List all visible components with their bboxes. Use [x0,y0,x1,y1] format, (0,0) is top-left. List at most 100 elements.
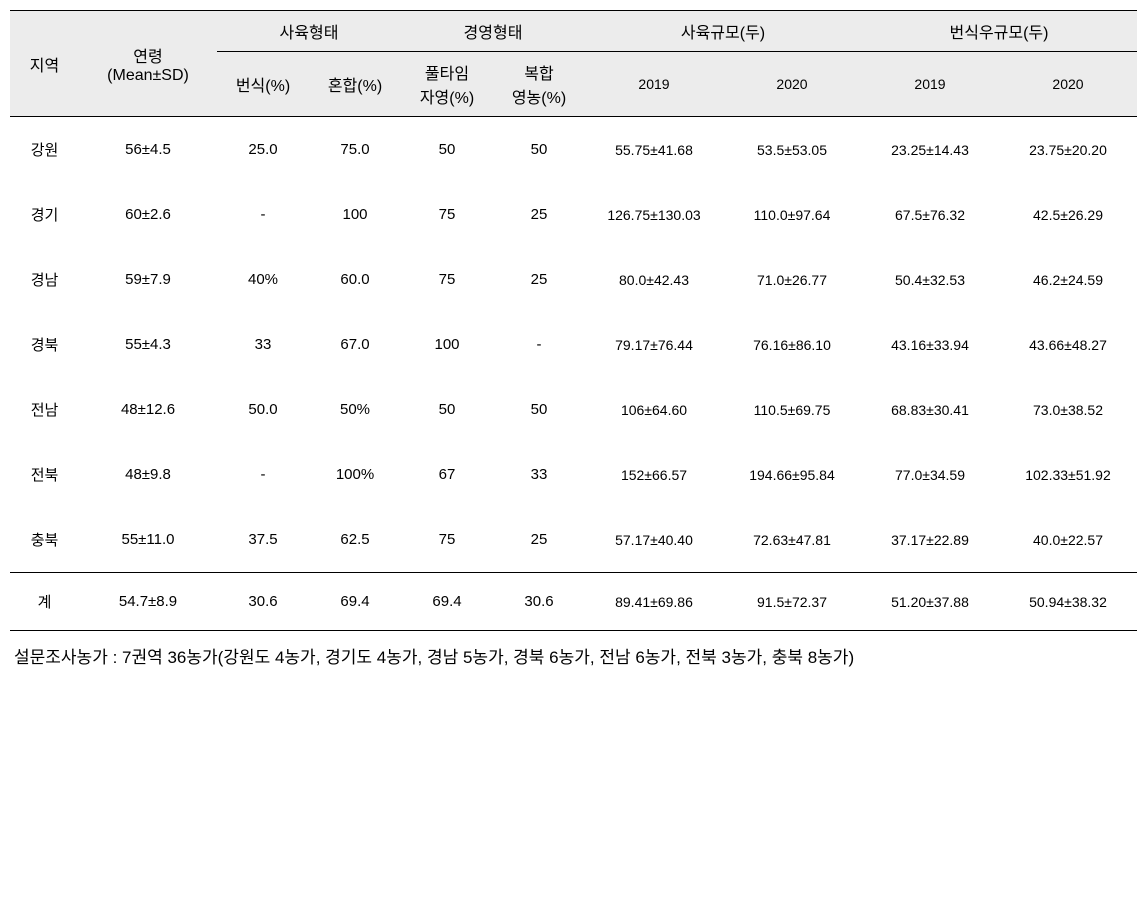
total-mixed: 69.4 [309,573,401,631]
table-footnote: 설문조사농가 : 7권역 36농가(강원도 4농가, 경기도 4농가, 경남 5… [10,631,1137,675]
header-row-1: 지역 연령 (Mean±SD) 사육형태 경영형태 사육규모(두) 번식우규모(… [10,11,1137,52]
table-row: 경기60±2.6-1007525126.75±130.03110.0±97.64… [10,182,1137,247]
cell-age: 56±4.5 [79,117,217,183]
cell-breeding: 25.0 [217,117,309,183]
header-fulltime: 풀타임 자영(%) [401,52,493,117]
cell-region: 경기 [10,182,79,247]
header-fulltime-line1: 풀타임 [425,66,469,83]
table-body: 강원56±4.525.075.0505055.75±41.6853.5±53.0… [10,117,1137,631]
cell-fulltime: 50 [401,117,493,183]
cell-complex: 25 [493,507,585,573]
cell-age: 59±7.9 [79,247,217,312]
cell-breeding: - [217,182,309,247]
header-age-line2: (Mean±SD) [107,67,189,84]
cell-mixed: 100% [309,442,401,507]
cell-complex: 25 [493,182,585,247]
cell-breeding: 40% [217,247,309,312]
cell-fulltime: 75 [401,507,493,573]
header-reproduction-scale: 번식우규모(두) [861,11,1137,52]
header-breeding-type: 사육형태 [217,11,401,52]
cell-age: 55±11.0 [79,507,217,573]
cell-region: 경북 [10,312,79,377]
total-complex: 30.6 [493,573,585,631]
cell-mixed: 67.0 [309,312,401,377]
total-repro-2020: 50.94±38.32 [999,573,1137,631]
cell-scale-2020: 71.0±26.77 [723,247,861,312]
cell-repro-2020: 40.0±22.57 [999,507,1137,573]
cell-scale-2020: 76.16±86.10 [723,312,861,377]
cell-fulltime: 75 [401,182,493,247]
cell-fulltime: 67 [401,442,493,507]
cell-scale-2019: 79.17±76.44 [585,312,723,377]
total-repro-2019: 51.20±37.88 [861,573,999,631]
cell-repro-2019: 23.25±14.43 [861,117,999,183]
header-complex-line2: 영농(%) [512,90,566,107]
cell-repro-2020: 46.2±24.59 [999,247,1137,312]
cell-region: 전남 [10,377,79,442]
header-age-line1: 연령 [133,49,162,66]
cell-scale-2020: 72.63±47.81 [723,507,861,573]
cell-fulltime: 75 [401,247,493,312]
cell-fulltime: 100 [401,312,493,377]
header-complex-line1: 복합 [524,66,553,83]
header-region: 지역 [10,11,79,117]
cell-region: 강원 [10,117,79,183]
header-repro-2020: 2020 [999,52,1137,117]
cell-scale-2019: 80.0±42.43 [585,247,723,312]
statistics-table: 지역 연령 (Mean±SD) 사육형태 경영형태 사육규모(두) 번식우규모(… [10,10,1137,631]
cell-age: 48±12.6 [79,377,217,442]
cell-breeding: 50.0 [217,377,309,442]
cell-scale-2019: 55.75±41.68 [585,117,723,183]
cell-region: 전북 [10,442,79,507]
header-fulltime-line2: 자영(%) [420,90,474,107]
cell-age: 48±9.8 [79,442,217,507]
cell-breeding: 33 [217,312,309,377]
cell-scale-2020: 110.5±69.75 [723,377,861,442]
header-breeding-scale: 사육규모(두) [585,11,861,52]
total-fulltime: 69.4 [401,573,493,631]
cell-repro-2019: 77.0±34.59 [861,442,999,507]
header-age: 연령 (Mean±SD) [79,11,217,117]
cell-mixed: 100 [309,182,401,247]
cell-scale-2020: 194.66±95.84 [723,442,861,507]
cell-complex: 50 [493,377,585,442]
cell-scale-2019: 57.17±40.40 [585,507,723,573]
cell-breeding: 37.5 [217,507,309,573]
cell-mixed: 75.0 [309,117,401,183]
table-row: 전남48±12.650.050%5050106±64.60110.5±69.75… [10,377,1137,442]
cell-mixed: 60.0 [309,247,401,312]
header-breeding-pct: 번식(%) [217,52,309,117]
header-scale-2019: 2019 [585,52,723,117]
table-row: 경남59±7.940%60.0752580.0±42.4371.0±26.775… [10,247,1137,312]
table-total-row: 계54.7±8.930.669.469.430.689.41±69.8691.5… [10,573,1137,631]
cell-repro-2019: 37.17±22.89 [861,507,999,573]
cell-repro-2019: 68.83±30.41 [861,377,999,442]
cell-complex: 50 [493,117,585,183]
header-complex: 복합 영농(%) [493,52,585,117]
cell-repro-2019: 43.16±33.94 [861,312,999,377]
cell-repro-2020: 73.0±38.52 [999,377,1137,442]
cell-age: 60±2.6 [79,182,217,247]
total-breeding: 30.6 [217,573,309,631]
data-table-container: 지역 연령 (Mean±SD) 사육형태 경영형태 사육규모(두) 번식우규모(… [10,10,1137,675]
cell-mixed: 62.5 [309,507,401,573]
cell-repro-2019: 67.5±76.32 [861,182,999,247]
cell-fulltime: 50 [401,377,493,442]
cell-repro-2020: 42.5±26.29 [999,182,1137,247]
header-mixed-pct: 혼합(%) [309,52,401,117]
cell-complex: 25 [493,247,585,312]
table-row: 전북48±9.8-100%6733152±66.57194.66±95.8477… [10,442,1137,507]
cell-age: 55±4.3 [79,312,217,377]
cell-scale-2020: 110.0±97.64 [723,182,861,247]
cell-repro-2019: 50.4±32.53 [861,247,999,312]
header-management-type: 경영형태 [401,11,585,52]
cell-scale-2019: 106±64.60 [585,377,723,442]
table-header: 지역 연령 (Mean±SD) 사육형태 경영형태 사육규모(두) 번식우규모(… [10,11,1137,117]
cell-mixed: 50% [309,377,401,442]
table-row: 충북55±11.037.562.5752557.17±40.4072.63±47… [10,507,1137,573]
total-scale-2020: 91.5±72.37 [723,573,861,631]
cell-complex: - [493,312,585,377]
cell-repro-2020: 102.33±51.92 [999,442,1137,507]
cell-scale-2020: 53.5±53.05 [723,117,861,183]
cell-repro-2020: 43.66±48.27 [999,312,1137,377]
